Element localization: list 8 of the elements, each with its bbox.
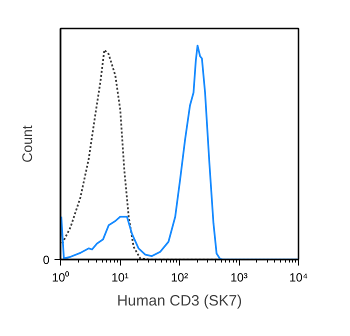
- x-tick-label: 10⁰: [52, 270, 70, 284]
- x-tick-label: 10²: [170, 270, 188, 284]
- x-axis-title: Human CD3 (SK7): [116, 292, 242, 310]
- x-tick-label: 10³: [230, 270, 248, 284]
- x-tick-label: 10¹: [111, 270, 129, 284]
- text: 0: [42, 253, 50, 267]
- x-tick-label: 10⁴: [289, 270, 308, 284]
- y-axis-title: Count: [18, 125, 35, 163]
